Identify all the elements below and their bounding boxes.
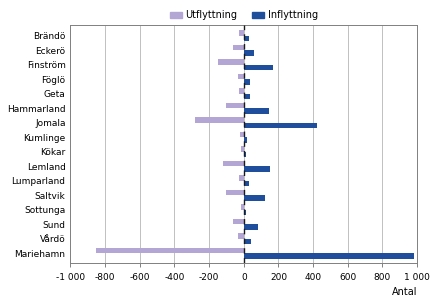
- Bar: [244, 65, 273, 70]
- Bar: [244, 94, 250, 99]
- Bar: [244, 166, 270, 172]
- Bar: [244, 224, 258, 230]
- Bar: [233, 219, 244, 224]
- Bar: [239, 88, 244, 94]
- Bar: [244, 108, 269, 114]
- Bar: [226, 190, 244, 195]
- Bar: [240, 132, 244, 137]
- Bar: [195, 117, 244, 123]
- Bar: [244, 195, 264, 201]
- Bar: [244, 253, 414, 259]
- Bar: [97, 248, 244, 253]
- Bar: [241, 146, 244, 152]
- Bar: [218, 59, 244, 65]
- Bar: [244, 210, 246, 215]
- Bar: [244, 181, 249, 186]
- Bar: [244, 152, 246, 157]
- Bar: [239, 175, 244, 181]
- Bar: [241, 204, 244, 210]
- Bar: [223, 161, 244, 166]
- Bar: [244, 36, 249, 41]
- Bar: [244, 123, 316, 128]
- Bar: [244, 79, 250, 85]
- X-axis label: Antal: Antal: [392, 287, 417, 297]
- Bar: [239, 30, 244, 36]
- Bar: [238, 233, 244, 239]
- Bar: [244, 50, 254, 56]
- Bar: [233, 45, 244, 50]
- Bar: [244, 239, 251, 244]
- Legend: Utflyttning, Inflyttning: Utflyttning, Inflyttning: [166, 7, 322, 24]
- Bar: [244, 137, 247, 143]
- Bar: [238, 74, 244, 79]
- Bar: [226, 103, 244, 108]
